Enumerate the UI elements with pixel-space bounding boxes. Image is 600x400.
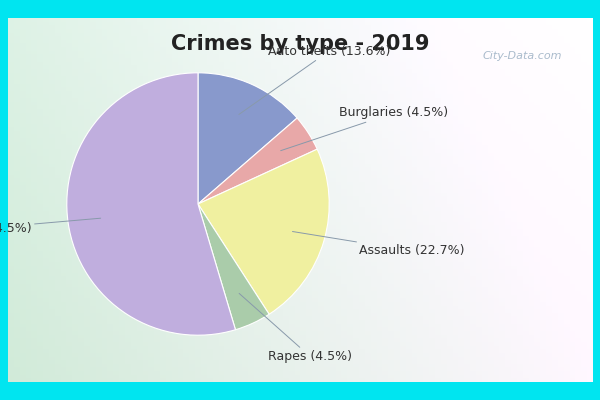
Wedge shape [198, 204, 269, 330]
Text: Assaults (22.7%): Assaults (22.7%) [292, 232, 465, 258]
Text: Burglaries (4.5%): Burglaries (4.5%) [281, 106, 448, 151]
Text: Rapes (4.5%): Rapes (4.5%) [239, 293, 352, 363]
Text: Crimes by type - 2019: Crimes by type - 2019 [171, 34, 429, 54]
Text: Auto thefts (13.6%): Auto thefts (13.6%) [239, 45, 390, 114]
Wedge shape [198, 73, 297, 204]
Text: Thefts (54.5%): Thefts (54.5%) [0, 218, 101, 235]
Wedge shape [198, 118, 317, 204]
Wedge shape [67, 73, 235, 335]
Wedge shape [198, 149, 329, 314]
Text: City-Data.com: City-Data.com [482, 51, 562, 61]
